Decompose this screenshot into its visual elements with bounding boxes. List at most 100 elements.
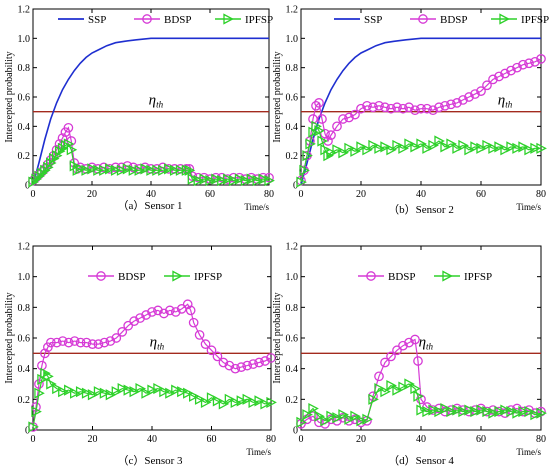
chart-panel-4: 0 0.2 0.4 0.6 0.8 1.0 1.2 0 20 40 60 80 Intercepted … xyxy=(272,242,547,467)
point-ipfsp xyxy=(34,170,45,182)
point-bdsp xyxy=(374,100,384,111)
point-bdsp xyxy=(311,100,321,111)
point-bdsp xyxy=(332,121,342,132)
y-tick-label: 0.6 xyxy=(286,93,299,104)
point-bdsp xyxy=(386,103,396,114)
point-ipfsp xyxy=(87,163,98,175)
point-ipfsp xyxy=(410,383,421,395)
x-tick-label: 80 xyxy=(264,189,274,200)
point-ipfsp xyxy=(93,386,105,398)
point-ipfsp xyxy=(422,142,433,154)
point-ipfsp xyxy=(105,163,116,175)
point-ipfsp xyxy=(218,398,230,410)
legend-label-ipfsp: IPFSP xyxy=(464,271,492,283)
point-ipfsp xyxy=(506,141,517,153)
legend-marker-bdsp xyxy=(96,271,106,281)
point-bdsp xyxy=(530,56,540,67)
y-tick-label: 0.8 xyxy=(286,63,299,74)
point-bdsp xyxy=(434,102,444,113)
point-bdsp xyxy=(518,59,528,70)
point-ipfsp xyxy=(43,370,54,382)
point-bdsp xyxy=(230,363,241,374)
point-bdsp xyxy=(248,359,258,369)
point-bdsp xyxy=(317,114,327,124)
point-ipfsp xyxy=(332,412,343,424)
point-ipfsp xyxy=(422,406,433,418)
x-tick-label: 80 xyxy=(266,434,276,445)
point-ipfsp xyxy=(398,142,409,154)
point-ipfsp xyxy=(500,144,511,156)
x-tick-label: 60 xyxy=(476,434,486,445)
chart-panel-3: 0 0.2 0.4 0.6 0.8 1.0 1.2 0 20 40 60 80 Intercepted … xyxy=(4,242,277,467)
point-bdsp xyxy=(356,103,366,114)
point-bdsp xyxy=(212,351,223,362)
x-tick-label: 40 xyxy=(416,189,426,200)
series-line-ipfsp xyxy=(300,383,542,423)
point-ipfsp xyxy=(404,138,415,150)
point-ipfsp xyxy=(476,404,487,416)
point-bdsp xyxy=(422,103,432,114)
point-ipfsp xyxy=(368,139,379,151)
point-ipfsp xyxy=(500,404,511,416)
point-ipfsp xyxy=(362,144,373,156)
point-bdsp xyxy=(350,109,360,120)
point-ipfsp xyxy=(57,142,69,154)
point-ipfsp xyxy=(152,164,163,176)
point-ipfsp xyxy=(524,406,535,418)
y-tick-label: 1.0 xyxy=(286,272,299,283)
point-ipfsp xyxy=(302,150,313,162)
point-bdsp xyxy=(500,68,510,79)
point-ipfsp xyxy=(314,410,325,422)
point-ipfsp xyxy=(380,141,391,153)
point-ipfsp xyxy=(81,387,93,399)
point-bdsp xyxy=(536,54,546,64)
point-ipfsp xyxy=(40,367,51,379)
point-ipfsp xyxy=(488,407,499,419)
point-bdsp xyxy=(410,334,420,345)
point-ipfsp xyxy=(117,383,129,395)
point-ipfsp xyxy=(134,164,146,176)
point-bdsp xyxy=(488,74,498,85)
point-ipfsp xyxy=(135,383,146,395)
threshold-label: ηth xyxy=(419,334,434,351)
point-ipfsp xyxy=(470,141,481,153)
legend-label-bdsp: BDSP xyxy=(164,14,192,26)
point-ipfsp xyxy=(240,175,252,187)
point-ipfsp xyxy=(199,173,210,185)
y-tick-label: 0.4 xyxy=(18,122,31,133)
point-bdsp xyxy=(260,356,270,366)
point-ipfsp xyxy=(81,164,92,176)
point-ipfsp xyxy=(69,160,81,172)
point-ipfsp xyxy=(452,404,463,416)
point-ipfsp xyxy=(488,142,499,154)
y-axis-label: Intercepted probability xyxy=(272,292,283,383)
point-ipfsp xyxy=(440,141,451,153)
point-ipfsp xyxy=(416,138,427,150)
point-ipfsp xyxy=(350,145,361,157)
point-ipfsp xyxy=(464,404,475,416)
point-bdsp xyxy=(428,105,438,116)
point-ipfsp xyxy=(40,164,51,176)
x-tick-label: 60 xyxy=(476,189,486,200)
point-bdsp xyxy=(494,71,504,82)
y-tick-label: 0.4 xyxy=(286,122,299,133)
point-ipfsp xyxy=(140,163,151,175)
point-ipfsp xyxy=(34,387,45,399)
x-tick-label: 0 xyxy=(299,434,304,445)
point-bdsp xyxy=(476,86,486,96)
point-bdsp xyxy=(111,333,122,343)
y-tick-label: 0.2 xyxy=(18,395,31,406)
point-ipfsp xyxy=(380,386,391,398)
point-bdsp xyxy=(224,360,235,371)
threshold-label: ηth xyxy=(149,93,164,110)
point-bdsp xyxy=(323,136,333,146)
point-ipfsp xyxy=(146,164,157,176)
point-ipfsp xyxy=(512,407,523,419)
point-ipfsp xyxy=(110,164,122,176)
x-tick-label: 60 xyxy=(205,189,215,200)
legend-label-ipfsp: IPFSP xyxy=(521,14,549,26)
point-ipfsp xyxy=(43,161,54,173)
point-bdsp xyxy=(129,316,139,326)
point-ipfsp xyxy=(452,142,463,154)
point-ipfsp xyxy=(356,141,367,153)
